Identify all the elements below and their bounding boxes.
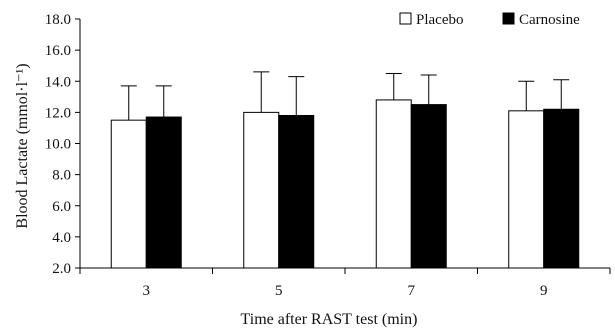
x-tick-label: 5 xyxy=(275,283,283,299)
x-tick-label: 3 xyxy=(143,283,151,299)
x-tick-label: 7 xyxy=(408,283,416,299)
legend: Placebo Carnosine xyxy=(399,12,580,28)
y-tick-label: 16.0 xyxy=(45,43,71,59)
y-tick-label: 4.0 xyxy=(52,230,71,246)
y-tick-label: 2.0 xyxy=(52,261,71,277)
bar-carnosine xyxy=(278,114,315,269)
legend-label-carnosine: Carnosine xyxy=(519,12,580,28)
x-axis-label: Time after RAST test (min) xyxy=(241,311,418,328)
bar-placebo xyxy=(508,110,545,269)
y-tick-label: 6.0 xyxy=(52,199,71,215)
bar-placebo xyxy=(110,119,147,269)
x-axis: 3 5 7 9 xyxy=(79,267,611,299)
bar-carnosine xyxy=(145,116,182,269)
y-tick-label: 18.0 xyxy=(45,12,71,28)
bars xyxy=(110,71,580,269)
y-tick-label: 12.0 xyxy=(45,105,71,121)
legend-swatch-carnosine xyxy=(502,12,515,25)
y-axis-label: Blood Lactate (mmol·l⁻¹) xyxy=(14,63,31,228)
bar-carnosine xyxy=(410,104,447,269)
legend-label-placebo: Placebo xyxy=(416,12,463,28)
y-tick-label: 14.0 xyxy=(45,74,71,90)
bar-placebo xyxy=(375,99,412,269)
x-tick-label: 9 xyxy=(540,283,548,299)
y-axis: 2.0 4.0 6.0 8.0 10.0 12.0 14.0 16.0 18.0 xyxy=(45,12,81,277)
y-tick-label: 10.0 xyxy=(45,137,71,153)
legend-swatch-placebo xyxy=(399,12,412,25)
bar-placebo xyxy=(243,111,280,269)
y-tick-label: 8.0 xyxy=(52,168,71,184)
bar-carnosine xyxy=(543,108,580,269)
